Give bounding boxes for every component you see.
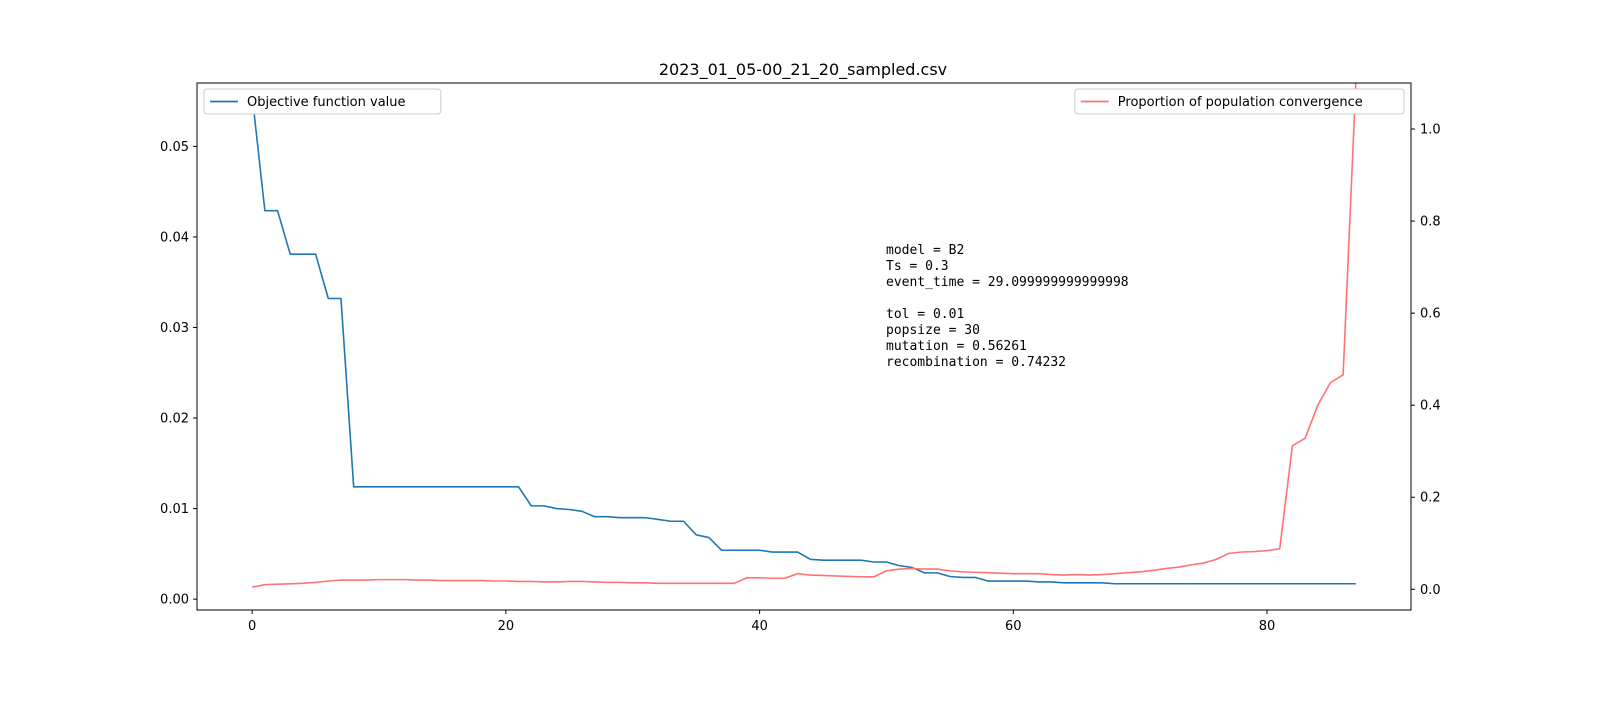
legend-label: Objective function value <box>247 95 406 110</box>
series-line-1 <box>251 95 1356 585</box>
y-right-tick-label: 0.4 <box>1420 399 1441 414</box>
annotation-line: recombination = 0.74232 <box>886 355 1066 370</box>
y-right-tick-label: 0.6 <box>1420 307 1441 322</box>
annotation-line: model = B2 <box>886 243 964 258</box>
x-tick-label: 40 <box>751 619 768 634</box>
y-right-tick-label: 0.2 <box>1420 491 1441 506</box>
y-left-tick-label: 0.01 <box>160 502 189 517</box>
y-left-tick-label: 0.04 <box>160 230 189 245</box>
x-tick-label: 60 <box>1005 619 1022 634</box>
legend-box <box>203 88 442 115</box>
chart-title: 2023_01_05-00_21_20_sampled.csv <box>659 60 947 80</box>
y-right-tick-label: 1.0 <box>1420 123 1441 138</box>
x-tick-label: 0 <box>248 619 256 634</box>
annotation-line: tol = 0.01 <box>886 307 964 322</box>
y-left-tick-label: 0.03 <box>160 321 189 336</box>
y-right-tick-label: 0.0 <box>1420 583 1441 598</box>
annotation-line: mutation = 0.56261 <box>886 339 1027 354</box>
legend-left: Objective function value <box>203 88 442 115</box>
y-left-tick-label: 0.05 <box>160 140 189 155</box>
legend-label: Proportion of population convergence <box>1118 95 1363 110</box>
series-line-2 <box>252 83 1357 588</box>
annotation-line: event_time = 29.099999999999998 <box>886 275 1129 290</box>
plot-area: 0 20 40 60 80 0.00 0.01 0.02 0.03 0.04 0.05 0.0 0.2 0… <box>160 82 1441 634</box>
y-left-tick-label: 0.00 <box>160 593 189 608</box>
legend-box <box>1074 88 1405 115</box>
annotation-line: popsize = 30 <box>886 323 980 338</box>
x-tick-label: 20 <box>498 619 515 634</box>
y-right-tick-label: 0.8 <box>1420 215 1441 230</box>
annotation-line: Ts = 0.3 <box>886 259 949 274</box>
legend-right: Proportion of population convergence <box>1074 88 1405 115</box>
x-tick-label: 80 <box>1259 619 1276 634</box>
axes-frame <box>196 82 1412 611</box>
y-left-tick-label: 0.02 <box>160 412 189 427</box>
